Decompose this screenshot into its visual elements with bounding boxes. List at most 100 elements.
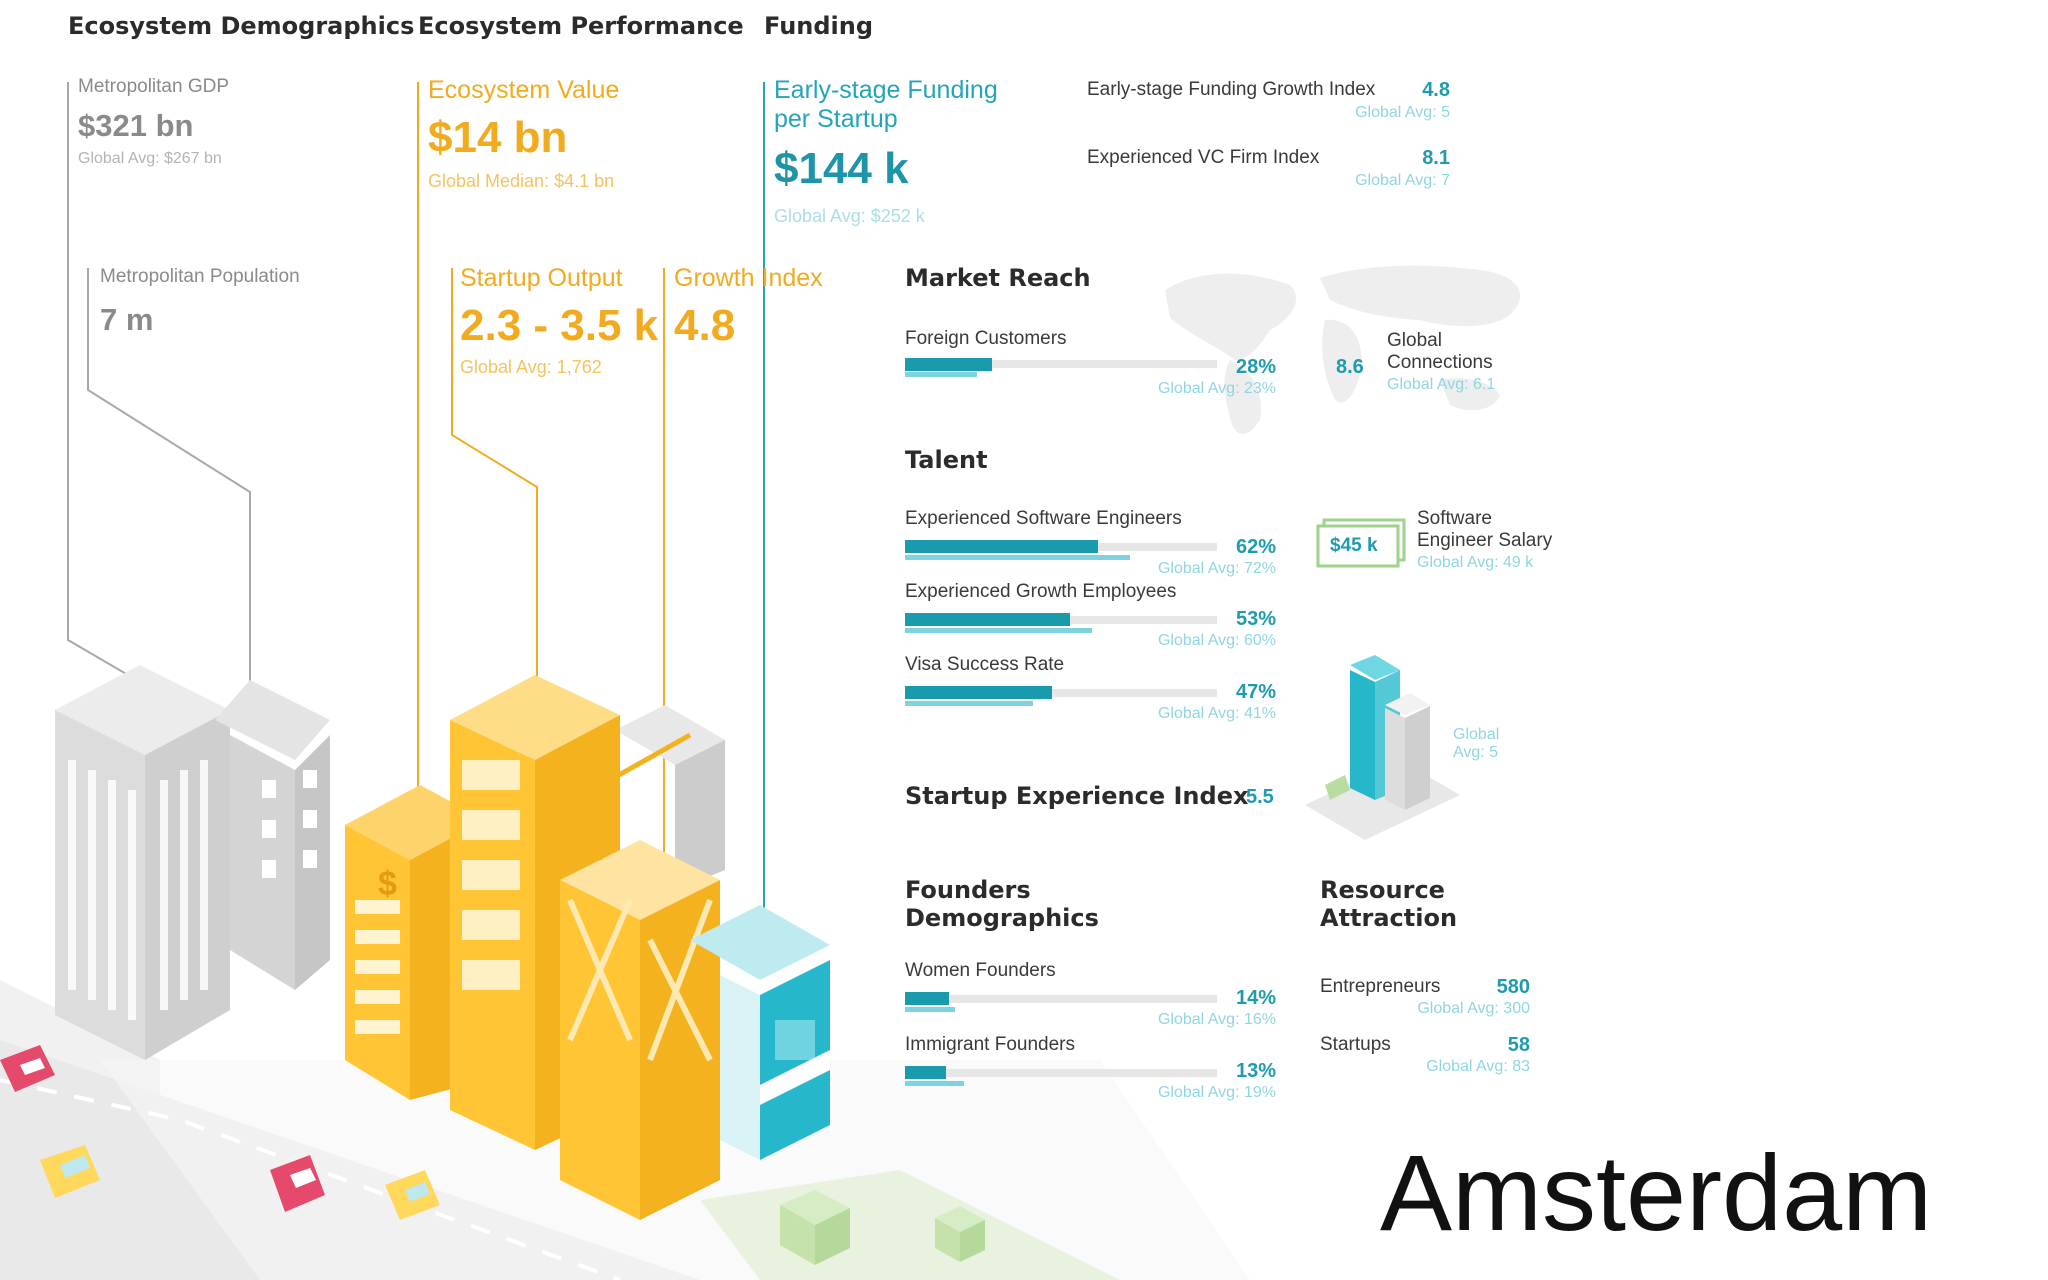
foreign-customers-avg: Global Avg: 23% [1157,380,1276,397]
foreign-customers-global-bar [905,372,977,377]
growth-employees-avg: Global Avg: 60% [1157,632,1276,649]
startup-output-label: Startup Output [460,264,623,292]
funding-growth-index-value: 4.8 [1422,79,1450,101]
immigrant-founders-bar-track [905,1069,1217,1077]
growth-employees-bar [905,613,1070,626]
trees [780,1190,985,1265]
gdp-block: Metropolitan GDP $321 bn Global Avg: $26… [78,76,229,168]
women-founders-pct: 14% [1235,987,1276,1009]
startup-output-value: 2.3 - 3.5 k [460,301,659,350]
talent-title: Talent [905,446,988,474]
gdp-label: Metropolitan GDP [78,76,230,97]
header-ecosystem-performance: Ecosystem Performance [418,12,744,40]
immigrant-founders-global-bar [905,1081,964,1086]
global-connections-value: 8.6 [1336,356,1364,378]
startup-experience-title: Startup Experience Index [905,782,1249,810]
startup-experience-avg-block: Global Avg: 5 [1453,726,1499,762]
global-connections-label-2: Connections [1387,352,1493,373]
funding-per-startup-avg: Global Avg: $252 k [774,206,925,226]
funding-per-startup-label-1: Early-stage Funding [774,76,998,104]
funding-per-startup-value: $144 k [774,144,909,193]
gray-connectors [67,82,251,720]
market-reach-title: Market Reach [905,264,1091,292]
ecosystem-value-median: Global Median: $4.1 bn [428,171,615,191]
software-engineers-label: Experienced Software Engineers [905,508,1182,529]
visa-success-global-bar [905,701,1033,706]
resource-title-block: Resource Attraction [1320,876,1457,932]
foreign-customers-bar-track [905,360,1217,368]
immigrant-founders-avg: Global Avg: 19% [1157,1084,1276,1101]
salary-value: $45 k [1330,535,1378,556]
ecosystem-value-block: Ecosystem Value $14 bn Global Median: $4… [428,76,619,192]
startup-output-block: Startup Output 2.3 - 3.5 k Global Avg: 1… [460,264,658,378]
resource-title-1: Resource [1320,876,1445,904]
teal-shop [690,905,830,1160]
population-label: Metropolitan Population [100,266,300,287]
growth-employees-pct: 53% [1235,608,1276,630]
visa-success-avg: Global Avg: 41% [1157,705,1276,722]
startup-experience-avg-2: Avg: 5 [1453,744,1499,761]
women-founders-label: Women Founders [905,960,1056,981]
vc-firm-index-value: 8.1 [1422,147,1450,169]
software-engineers-global-bar [905,555,1130,560]
ecosystem-value: $14 bn [428,113,568,162]
population-value: 7 m [100,302,154,337]
salary-avg: Global Avg: 49 k [1417,554,1534,571]
money-bill-icon [1316,518,1406,568]
visa-success-bar-track [905,689,1217,697]
foreign-customers-label: Foreign Customers [905,328,1067,349]
visa-success-pct: 47% [1235,681,1276,703]
startups-avg: Global Avg: 83 [1426,1058,1530,1075]
foreign-customers-pct: 28% [1235,356,1276,378]
global-connections-block: Global Connections Global Avg: 6.1 [1387,330,1495,394]
growth-index-block: Growth Index 4.8 [674,264,823,351]
svg-text:$: $ [378,865,397,903]
vc-firm-index-label: Experienced VC Firm Index [1087,147,1320,168]
gray-tower [55,665,230,1060]
funding-growth-index-avg: Global Avg: 5 [1355,104,1450,121]
header-ecosystem-demographics: Ecosystem Demographics [68,12,415,40]
growth-employees-global-bar [905,628,1092,633]
growth-index-value: 4.8 [674,301,736,350]
population-block: Metropolitan Population 7 m [100,266,300,338]
startups-label: Startups [1320,1034,1391,1055]
orange-construction [560,732,720,1220]
founders-title-block: Founders Demographics [905,876,1099,932]
software-engineers-bar [905,540,1098,553]
growth-employees-label: Experienced Growth Employees [905,581,1177,602]
women-founders-bar-track [905,995,1217,1003]
vehicles [0,1045,440,1220]
immigrant-founders-bar [905,1066,946,1079]
software-engineers-avg: Global Avg: 72% [1157,560,1276,577]
gdp-value: $321 bn [78,108,194,143]
women-founders-avg: Global Avg: 16% [1157,1011,1276,1028]
founders-title-2: Demographics [905,904,1099,932]
salary-block: Software Engineer Salary Global Avg: 49 … [1417,508,1552,572]
startup-output-avg: Global Avg: 1,762 [460,357,602,377]
global-connections-label-1: Global [1387,330,1442,351]
women-founders-bar [905,992,949,1005]
gray-building-3 [615,705,725,890]
startup-experience-avg-1: Global [1453,726,1500,743]
visa-success-bar [905,686,1052,699]
funding-per-startup-block: Early-stage Funding per Startup $144 k G… [774,76,998,227]
experience-building [1305,655,1460,840]
salary-label-2: Engineer Salary [1417,530,1553,551]
city-name: Amsterdam [1380,1132,1933,1253]
gray-building-2 [215,680,330,990]
gdp-global-avg: Global Avg: $267 bn [78,150,222,167]
startup-experience-value: 5.5 [1246,786,1274,808]
women-founders-global-bar [905,1007,955,1012]
startups-value: 58 [1507,1034,1530,1056]
entrepreneurs-value: 580 [1496,976,1530,998]
visa-success-label: Visa Success Rate [905,654,1065,675]
entrepreneurs-label: Entrepreneurs [1320,976,1441,997]
immigrant-founders-label: Immigrant Founders [905,1034,1076,1055]
foreign-customers-bar [905,358,992,371]
global-connections-avg: Global Avg: 6.1 [1387,376,1496,393]
orange-connectors [417,82,665,865]
world-map [1165,265,1520,435]
growth-index-label: Growth Index [674,264,823,292]
founders-title-1: Founders [905,876,1031,904]
